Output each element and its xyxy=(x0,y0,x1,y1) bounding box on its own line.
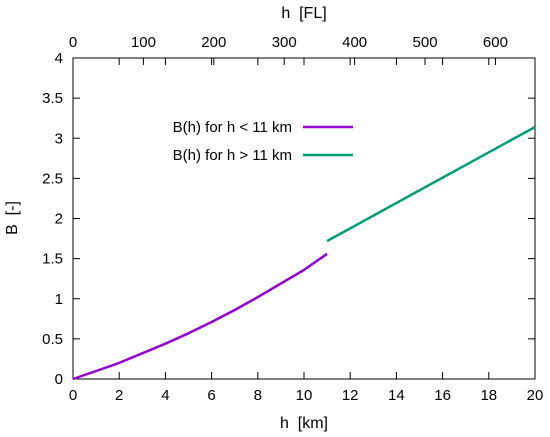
x-tick-label: 14 xyxy=(388,387,405,404)
x-tick-label: 10 xyxy=(296,387,313,404)
x-tick-label: 4 xyxy=(161,387,169,404)
legend-label: B(h) for h < 11 km xyxy=(173,119,292,136)
legend-label: B(h) for h > 11 km xyxy=(173,147,292,164)
x-tick-label: 20 xyxy=(527,387,544,404)
x-tick-label: 2 xyxy=(115,387,123,404)
x-tick-label: 16 xyxy=(434,387,451,404)
y-tick-label: 4 xyxy=(55,50,63,67)
y-tick-label: 3.5 xyxy=(42,90,63,107)
x-axis-label: h [km] xyxy=(280,415,328,432)
plot-frame xyxy=(72,57,536,380)
x2-tick-label: 0 xyxy=(69,34,77,51)
y-tick-label: 1 xyxy=(55,291,63,308)
x2-tick-label: 100 xyxy=(131,34,156,51)
series-layer xyxy=(72,125,536,381)
series-line-2 xyxy=(326,125,536,243)
series-line-1 xyxy=(72,252,328,381)
y-tick-label: 2 xyxy=(55,211,63,228)
y-tick-label: 3 xyxy=(55,130,63,147)
y-tick-label: 2.5 xyxy=(42,170,63,187)
x-tick-label: 6 xyxy=(207,387,215,404)
y-tick-label: 0.5 xyxy=(42,331,63,348)
y-tick-label: 1.5 xyxy=(42,251,63,268)
ticks-layer: 0 2 4 6 8 10 12 14 16 18 200 100 200 300 400 500 60000.5… xyxy=(42,34,543,404)
x2-tick-label: 400 xyxy=(342,34,367,51)
x-tick-label: 8 xyxy=(254,387,262,404)
x2-tick-label: 300 xyxy=(272,34,297,51)
x-tick-label: 12 xyxy=(342,387,359,404)
x2-axis-label: h [FL] xyxy=(281,5,326,22)
x2-tick-label: 500 xyxy=(413,34,438,51)
x-tick-label: 18 xyxy=(480,387,497,404)
x-tick-label: 0 xyxy=(69,387,77,404)
y-axis-label: B [-] xyxy=(4,201,21,235)
x2-tick-label: 600 xyxy=(483,34,508,51)
legend: B(h) for h < 11 km B(h) for h > 11 km xyxy=(173,119,353,164)
y-tick-label: 0 xyxy=(55,371,63,388)
x2-tick-label: 200 xyxy=(201,34,226,51)
